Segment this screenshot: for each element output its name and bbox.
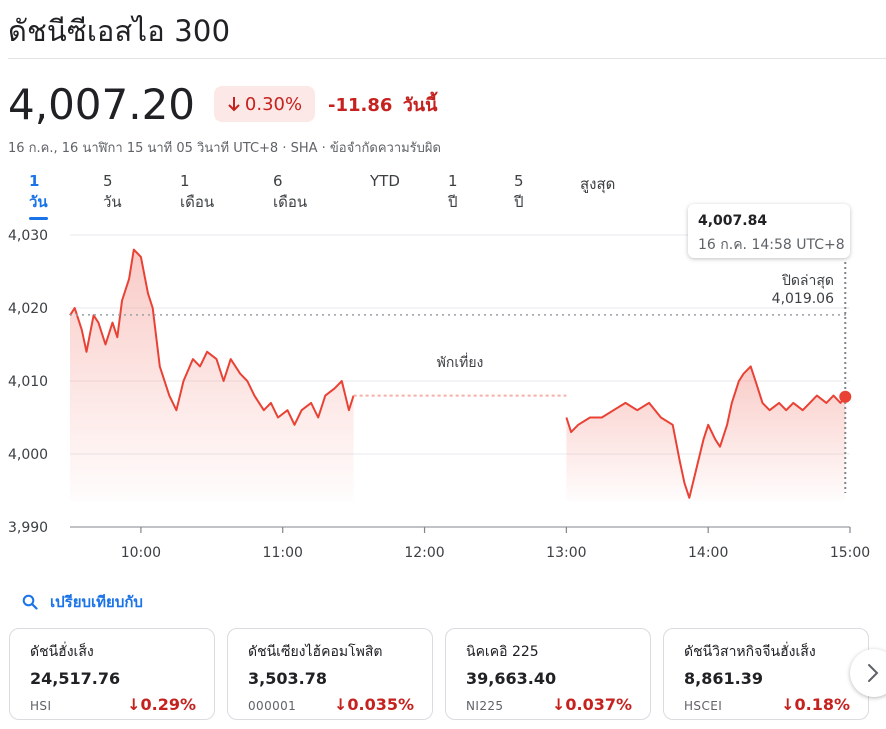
compare-card-hscei[interactable]: ดัชนีวิสาหกิจจีนฮั่งเส็ง 8,861.39 HSCEI … [663,628,869,720]
compare-label: เปรียบเทียบกับ [50,593,143,611]
previous-close-label: ปิดล่าสุด [781,273,834,289]
previous-close-value: 4,019.06 [772,291,834,307]
hover-tooltip: 4,007.84 16 ก.ค. 14:58 UTC+8 [688,204,850,258]
change-period-label: วันนี้ [402,95,438,116]
card-symbol: HSCEI [684,699,723,713]
page-title: ดัชนีซีเอสไอ 300 [8,14,231,48]
change-percent-badge: 0.30% [214,86,315,122]
price-line-2 [565,365,847,499]
lunch-break-label: พักเที่ยง [437,353,484,371]
next-cards-button[interactable] [850,649,886,697]
tab-5y[interactable]: 5 ปี [514,172,524,211]
card-change: ↓0.29% [127,695,196,714]
header-divider [8,58,886,59]
y-tick-label: 4,000 [8,447,48,463]
card-symbol: HSI [30,699,52,713]
compare-card-shcomp[interactable]: ดัชนีเซียงไฮ้คอมโพสิต 3,503.78 000001 ↓0… [227,628,433,720]
x-tick-label: 14:00 [688,545,728,561]
card-value: 24,517.76 [30,669,121,688]
card-symbol: 000001 [248,699,297,713]
card-name: ดัชนีฮั่งเส็ง [30,644,94,660]
arrow-down-icon: ↓ [551,695,566,714]
card-name: ดัชนีวิสาหกิจจีนฮั่งเส็ง [684,644,816,660]
current-price: 4,007.20 [8,80,196,129]
price-area-1 [70,249,354,502]
card-change: ↓0.18% [781,695,850,714]
compare-card-nikkei[interactable]: นิคเคอิ 225 39,663.40 NI225 ↓0.037% [445,628,651,720]
y-tick-label: 4,020 [8,301,48,317]
y-tick-label: 3,990 [8,520,48,536]
card-value: 8,861.39 [684,669,763,688]
card-name: นิคเคอิ 225 [466,644,539,660]
last-price-dot [839,390,852,403]
tab-1y[interactable]: 1 ปี [448,172,458,211]
arrow-down-icon: ↓ [781,695,795,714]
y-tick-label: 4,010 [8,374,48,390]
quote-meta: 16 ก.ค., 16 นาฬิกา 15 นาที 05 วินาที UTC… [8,141,441,156]
tab-1d[interactable]: 1 วัน [29,172,48,220]
price-line-1 [69,248,355,426]
change-absolute: -11.86 วันนี้ [328,90,437,119]
search-icon [22,594,38,610]
arrow-down-icon: ↓ [333,695,348,714]
arrow-down-icon [228,97,240,112]
compare-card-hsi[interactable]: ดัชนีฮั่งเส็ง 24,517.76 HSI ↓0.29% [9,628,215,720]
x-tick-label: 11:00 [263,545,303,561]
card-value: 39,663.40 [466,669,557,688]
card-change: ↓0.035% [333,695,414,714]
x-tick-label: 13:00 [546,545,586,561]
arrow-down-icon: ↓ [127,695,141,714]
tab-6m[interactable]: 6 เดือน [273,172,308,211]
card-change: ↓0.037% [551,695,632,714]
x-tick-label: 15:00 [830,545,870,561]
tooltip-value: 4,007.84 [698,213,768,229]
card-value: 3,503.78 [248,669,327,688]
change-percent-value: 0.30% [244,93,303,115]
tab-5d[interactable]: 5 วัน [103,172,122,211]
compare-button[interactable]: เปรียบเทียบกับ [22,590,143,614]
chevron-right-icon [868,664,879,682]
tab-ytd[interactable]: YTD [370,172,400,190]
tab-max[interactable]: สูงสุด [580,175,616,193]
card-symbol: NI225 [466,699,504,713]
x-tick-label: 10:00 [121,545,161,561]
tooltip-time: 16 ก.ค. 14:58 UTC+8 [698,237,845,253]
x-tick-label: 12:00 [404,545,444,561]
card-name: ดัชนีเซียงไฮ้คอมโพสิต [248,644,383,660]
y-tick-label: 4,030 [8,228,48,244]
change-absolute-value: -11.86 [328,95,393,116]
tab-1m[interactable]: 1 เดือน [180,172,215,211]
